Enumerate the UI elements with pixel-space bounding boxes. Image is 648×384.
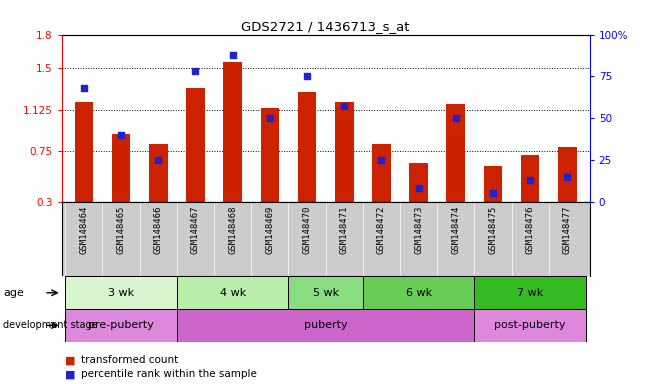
Text: GSM148472: GSM148472 xyxy=(377,205,386,254)
Text: GSM148474: GSM148474 xyxy=(451,205,460,254)
Bar xyxy=(224,63,242,202)
Point xyxy=(562,174,573,180)
Text: 3 wk: 3 wk xyxy=(108,288,134,298)
Bar xyxy=(474,276,586,309)
Text: ■: ■ xyxy=(65,369,75,379)
Point xyxy=(191,68,201,74)
Bar xyxy=(75,103,93,202)
Bar xyxy=(474,309,586,342)
Bar xyxy=(372,144,391,202)
Text: pre-puberty: pre-puberty xyxy=(88,320,154,331)
Text: 7 wk: 7 wk xyxy=(517,288,543,298)
Bar xyxy=(363,276,474,309)
Bar xyxy=(260,108,279,202)
Text: GSM148466: GSM148466 xyxy=(154,205,163,254)
Bar xyxy=(177,309,474,342)
Point xyxy=(227,51,238,58)
Bar xyxy=(149,144,168,202)
Title: GDS2721 / 1436713_s_at: GDS2721 / 1436713_s_at xyxy=(241,20,410,33)
Text: GSM148475: GSM148475 xyxy=(489,205,498,254)
Text: 4 wk: 4 wk xyxy=(220,288,246,298)
Point xyxy=(450,115,461,121)
Text: age: age xyxy=(3,288,24,298)
Bar xyxy=(288,276,363,309)
Bar xyxy=(111,134,130,202)
Point xyxy=(339,103,349,109)
Text: 6 wk: 6 wk xyxy=(406,288,432,298)
Bar xyxy=(65,309,177,342)
Text: GSM148467: GSM148467 xyxy=(191,205,200,254)
Text: 5 wk: 5 wk xyxy=(312,288,339,298)
Text: GSM148471: GSM148471 xyxy=(340,205,349,254)
Text: post-puberty: post-puberty xyxy=(494,320,566,331)
Bar xyxy=(297,93,316,202)
Bar xyxy=(446,104,465,202)
Bar xyxy=(558,147,577,202)
Text: transformed count: transformed count xyxy=(81,355,178,365)
Text: GSM148469: GSM148469 xyxy=(265,205,274,254)
Bar xyxy=(65,276,177,309)
Point xyxy=(302,73,312,79)
Text: GSM148470: GSM148470 xyxy=(303,205,312,254)
Bar xyxy=(521,155,540,202)
Point xyxy=(264,115,275,121)
Point xyxy=(153,157,163,163)
Bar xyxy=(186,88,205,202)
Text: GSM148468: GSM148468 xyxy=(228,205,237,254)
Point xyxy=(78,85,89,91)
Text: percentile rank within the sample: percentile rank within the sample xyxy=(81,369,257,379)
Text: development stage: development stage xyxy=(3,320,98,331)
Bar xyxy=(410,163,428,202)
Point xyxy=(413,185,424,191)
Text: GSM148464: GSM148464 xyxy=(79,205,88,254)
Text: GSM148473: GSM148473 xyxy=(414,205,423,254)
Bar xyxy=(335,103,354,202)
Point xyxy=(376,157,387,163)
Text: GSM148465: GSM148465 xyxy=(117,205,126,254)
Text: GSM148476: GSM148476 xyxy=(526,205,535,254)
Text: puberty: puberty xyxy=(304,320,347,331)
Point xyxy=(116,132,126,138)
Bar xyxy=(177,276,288,309)
Point xyxy=(488,190,498,196)
Text: GSM148477: GSM148477 xyxy=(563,205,572,254)
Point xyxy=(525,177,535,183)
Bar xyxy=(483,166,502,202)
Text: ■: ■ xyxy=(65,355,75,365)
